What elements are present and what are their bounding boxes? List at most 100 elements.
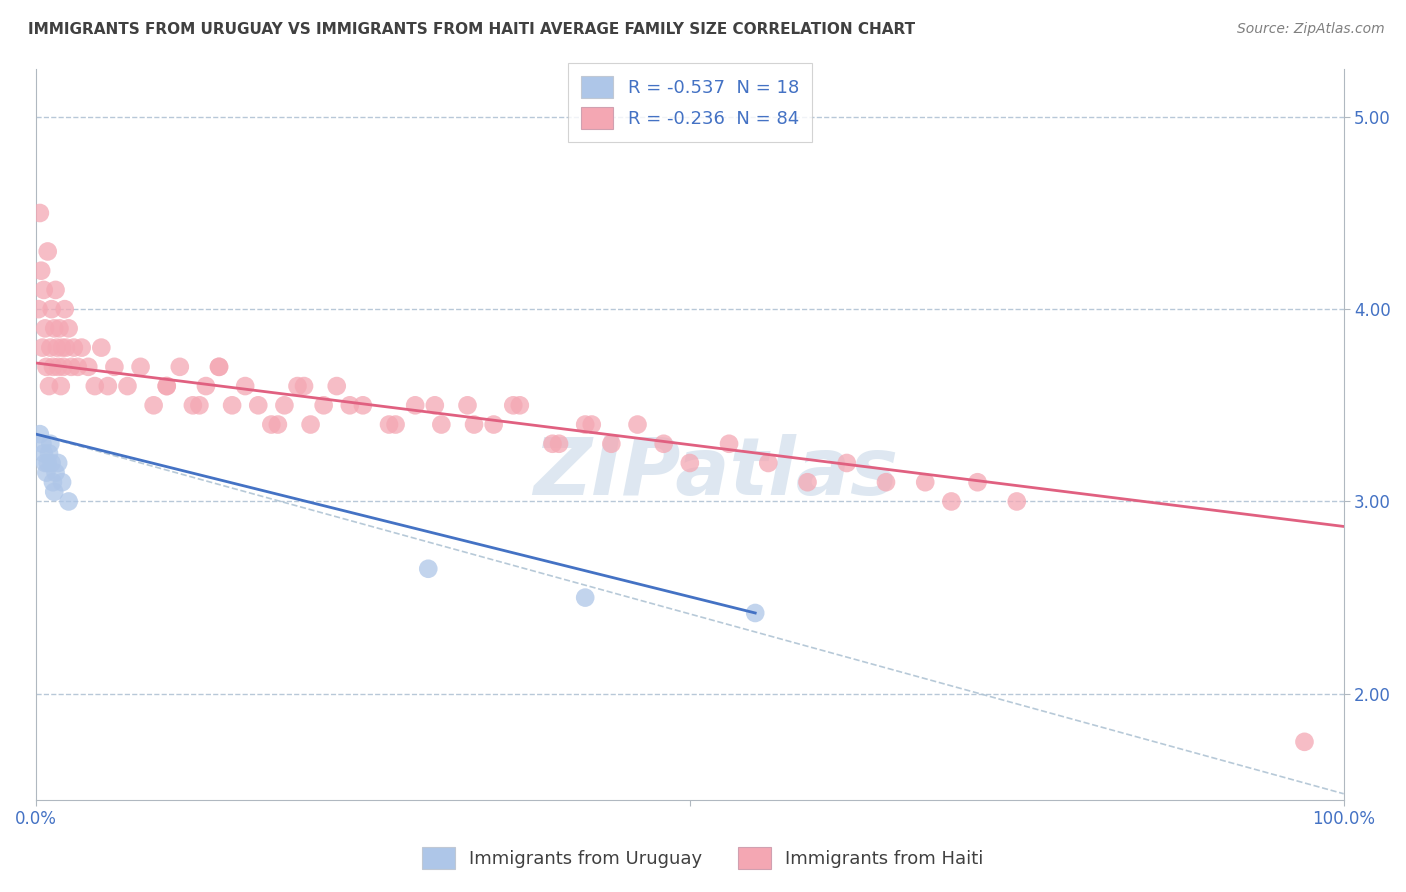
Point: [966, 475, 988, 490]
Point: [51, 475, 73, 490]
Point: [502, 398, 524, 412]
Point: [51, 341, 73, 355]
Point: [260, 417, 283, 432]
Point: [129, 359, 152, 374]
Point: [541, 436, 564, 450]
Point: [652, 436, 675, 450]
Point: [41, 302, 63, 317]
Point: [352, 398, 374, 412]
Point: [45, 341, 67, 355]
Point: [600, 436, 623, 450]
Point: [378, 417, 401, 432]
Point: [42, 359, 65, 374]
Point: [914, 475, 936, 490]
Point: [53, 302, 76, 317]
Point: [156, 379, 179, 393]
Point: [55, 341, 77, 355]
Point: [463, 417, 485, 432]
Point: [287, 379, 309, 393]
Point: [45, 466, 67, 480]
Point: [796, 475, 818, 490]
Point: [42, 475, 65, 490]
Point: [58, 494, 80, 508]
Point: [299, 417, 322, 432]
Point: [48, 321, 70, 335]
Point: [509, 398, 531, 412]
Point: [423, 398, 446, 412]
Point: [194, 379, 217, 393]
Point: [117, 379, 139, 393]
Point: [744, 606, 766, 620]
Point: [835, 456, 858, 470]
Point: [28, 427, 51, 442]
Point: [38, 446, 60, 460]
Point: [44, 484, 66, 499]
Point: [208, 359, 231, 374]
Point: [156, 379, 179, 393]
Point: [574, 417, 596, 432]
Point: [83, 379, 105, 393]
Point: [267, 417, 290, 432]
Point: [875, 475, 897, 490]
Point: [32, 446, 55, 460]
Point: [626, 417, 648, 432]
Point: [58, 321, 80, 335]
Point: [32, 283, 55, 297]
Point: [679, 456, 702, 470]
Point: [418, 562, 440, 576]
Point: [941, 494, 963, 508]
Point: [44, 321, 66, 335]
Point: [548, 436, 571, 450]
Point: [312, 398, 335, 412]
Point: [581, 417, 603, 432]
Point: [38, 379, 60, 393]
Point: [49, 379, 72, 393]
Point: [39, 341, 62, 355]
Point: [404, 398, 426, 412]
Point: [46, 456, 69, 470]
Point: [103, 359, 125, 374]
Point: [430, 417, 453, 432]
Point: [482, 417, 505, 432]
Point: [169, 359, 191, 374]
Point: [37, 456, 59, 470]
Point: [384, 417, 406, 432]
Point: [142, 398, 165, 412]
Point: [718, 436, 741, 450]
Text: Source: ZipAtlas.com: Source: ZipAtlas.com: [1237, 22, 1385, 37]
Point: [273, 398, 295, 412]
Point: [70, 341, 93, 355]
Point: [188, 398, 211, 412]
Point: [45, 283, 67, 297]
Point: [97, 379, 120, 393]
Point: [325, 379, 347, 393]
Point: [31, 341, 53, 355]
Point: [574, 591, 596, 605]
Point: [247, 398, 270, 412]
Point: [35, 466, 58, 480]
Point: [339, 398, 361, 412]
Point: [37, 244, 59, 259]
Point: [221, 398, 243, 412]
Text: ZIPatlas: ZIPatlas: [533, 434, 898, 512]
Point: [39, 436, 62, 450]
Point: [1294, 735, 1316, 749]
Point: [233, 379, 256, 393]
Point: [31, 436, 53, 450]
Point: [35, 359, 58, 374]
Point: [457, 398, 479, 412]
Point: [66, 359, 89, 374]
Point: [60, 359, 83, 374]
Point: [208, 359, 231, 374]
Point: [756, 456, 779, 470]
Point: [90, 341, 112, 355]
Point: [28, 206, 51, 220]
Point: [41, 456, 63, 470]
Point: [30, 263, 52, 277]
Point: [52, 359, 75, 374]
Text: IMMIGRANTS FROM URUGUAY VS IMMIGRANTS FROM HAITI AVERAGE FAMILY SIZE CORRELATION: IMMIGRANTS FROM URUGUAY VS IMMIGRANTS FR…: [28, 22, 915, 37]
Legend: R = -0.537  N = 18, R = -0.236  N = 84: R = -0.537 N = 18, R = -0.236 N = 84: [568, 63, 811, 142]
Point: [63, 341, 86, 355]
Point: [34, 321, 56, 335]
Point: [46, 359, 69, 374]
